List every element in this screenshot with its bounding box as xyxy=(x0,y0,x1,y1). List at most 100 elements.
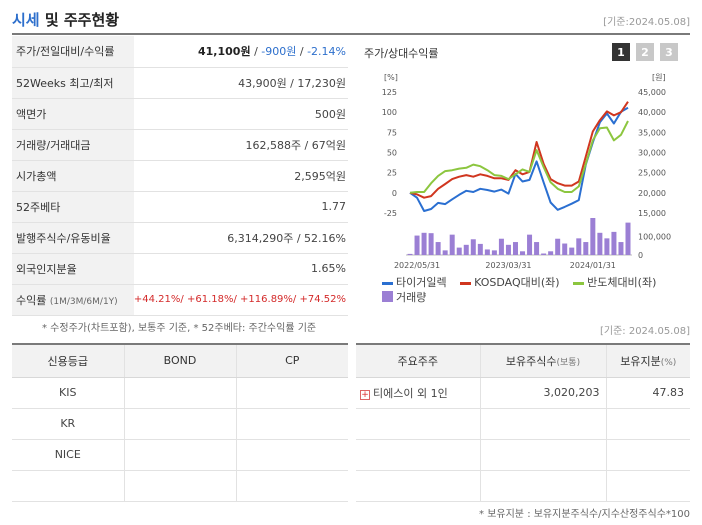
bond-cell xyxy=(123,408,236,440)
right-axis-unit: [원] xyxy=(652,73,666,82)
holder-pct: 47.83 xyxy=(605,377,690,409)
row-label: 액면가 xyxy=(12,98,134,130)
legend-swatch xyxy=(382,281,393,285)
column-header-unit: (보통) xyxy=(556,357,581,368)
table-row: 액면가 500원 xyxy=(12,98,348,130)
return-3m: +61.18%/ xyxy=(186,294,237,305)
table-header-row: 주요주주 보유주식수(보통) 보유지분(%) xyxy=(356,344,690,378)
volume-bar xyxy=(456,247,462,255)
credit-rating-table: 신용등급 BOND CP KIS KR NICE xyxy=(12,343,348,502)
table-row: NICE xyxy=(12,439,348,471)
column-header: 보유주식수(보통) xyxy=(479,344,606,378)
volume-bar xyxy=(562,243,568,255)
chart-tab-2[interactable]: 2 xyxy=(636,43,654,61)
series-line xyxy=(409,106,629,212)
column-header: 주요주주 xyxy=(356,344,480,378)
row-value: 500원 xyxy=(133,98,348,130)
volume-tick-label: 100,000 xyxy=(638,233,671,242)
volume-bar xyxy=(569,247,575,255)
agency-cell: KR xyxy=(12,408,124,440)
return-1y: +74.52% xyxy=(299,294,346,305)
right-tick-label: 40,000 xyxy=(638,108,666,117)
chart-tab-3[interactable]: 3 xyxy=(660,43,678,61)
legend-label: 타이거일렉 xyxy=(396,276,447,289)
cp-cell xyxy=(235,470,348,502)
legend-label: 반도체대비(좌) xyxy=(587,276,657,289)
current-price: 41,100원 xyxy=(198,45,251,59)
left-tick-label: 100 xyxy=(382,108,397,117)
section-header: 시세 및 주주현황 [기준:2024.05.08] xyxy=(12,8,690,32)
right-tick-label: 45,000 xyxy=(638,88,666,97)
bond-cell xyxy=(123,439,236,471)
holder-pct xyxy=(605,439,690,471)
holder-name-cell xyxy=(356,408,480,440)
volume-bar xyxy=(407,253,413,255)
table-row xyxy=(356,439,690,471)
legend-item: 반도체대비(좌) xyxy=(573,275,656,290)
volume-bar xyxy=(590,218,596,255)
x-tick-label: 2022/05/31 xyxy=(394,261,440,270)
left-tick-label: 125 xyxy=(382,88,397,97)
chart-tab-1[interactable]: 1 xyxy=(612,43,630,61)
volume-bar xyxy=(470,239,476,255)
legend-label: KOSDAQ대비(좌) xyxy=(474,276,560,289)
cp-cell xyxy=(235,439,348,471)
table-row xyxy=(356,408,690,440)
holder-shares xyxy=(479,470,606,502)
legend-swatch xyxy=(382,291,393,302)
table-row: 거래량/거래대금 162,588주 / 67억원 xyxy=(12,129,348,161)
row-label: 거래량/거래대금 xyxy=(12,129,134,161)
holder-shares xyxy=(479,439,606,471)
column-header: CP xyxy=(235,344,348,378)
x-tick-label: 2023/03/31 xyxy=(485,261,531,270)
row-value: 6,314,290주 / 52.16% xyxy=(133,222,348,254)
table-row[interactable]: + 티에스이 외 1인 3,020,203 47.83 xyxy=(356,377,690,409)
volume-bar xyxy=(449,234,455,255)
table-row: 52주베타 1.77 xyxy=(12,191,348,223)
holder-name-cell xyxy=(356,439,480,471)
series-line xyxy=(409,101,629,199)
as-of-date: [기준:2024.05.08] xyxy=(603,17,690,28)
holder-shares: 3,020,203 xyxy=(479,377,606,409)
table-row xyxy=(356,470,690,502)
volume-bar xyxy=(597,232,603,255)
expand-plus-icon[interactable]: + xyxy=(360,389,370,400)
holder-name-cell[interactable]: + 티에스이 외 1인 xyxy=(356,377,480,409)
table-row: 수익률 (1M/3M/6M/1Y) +44.21%/ +61.18%/ +116… xyxy=(12,284,348,316)
price-change-pct: -2.14% xyxy=(307,45,346,59)
volume-bar xyxy=(428,233,434,255)
separator: / xyxy=(250,45,262,59)
column-header-unit: (%) xyxy=(660,357,677,368)
table-header-row: 신용등급 BOND CP xyxy=(12,344,348,378)
row-value: 2,595억원 xyxy=(133,160,348,192)
right-tick-label: 20,000 xyxy=(638,189,666,198)
table-row: 시가총액 2,595억원 xyxy=(12,160,348,192)
volume-bar xyxy=(604,238,610,255)
volume-bar xyxy=(611,231,617,255)
separator: / xyxy=(296,45,308,59)
legend-item: 거래량 xyxy=(382,290,426,305)
column-header: 신용등급 xyxy=(12,344,124,378)
holder-footnote: * 보유지분 : 보유지분주식수/지수산정주식수*100 xyxy=(479,509,690,520)
left-axis-unit: [%] xyxy=(384,73,398,82)
return-1m: +44.21%/ xyxy=(133,294,184,305)
right-tick-label: 30,000 xyxy=(638,149,666,158)
returns-label: 수익률 xyxy=(16,293,47,307)
legend-item: 타이거일렉 xyxy=(382,275,447,290)
price-value: 41,100원 / -900원 / -2.14% xyxy=(133,36,348,68)
holder-shares xyxy=(479,408,606,440)
section-title: 시세 및 주주현황 xyxy=(12,9,119,30)
right-tick-label: 35,000 xyxy=(638,128,666,137)
holder-pct xyxy=(605,408,690,440)
row-label: 52Weeks 최고/최저 xyxy=(12,67,134,99)
volume-bar xyxy=(512,242,518,255)
agency-cell xyxy=(12,470,124,502)
volume-bar xyxy=(520,251,526,255)
row-label: 외국인지분율 xyxy=(12,253,134,285)
table-row: 주가/전일대비/수익률 41,100원 / -900원 / -2.14% xyxy=(12,36,348,68)
legend-swatch xyxy=(573,281,585,285)
bond-cell xyxy=(123,377,236,409)
chart-title: 주가/상대수익률 xyxy=(364,47,439,60)
holder-name: 티에스이 외 1인 xyxy=(373,386,448,400)
volume-bar xyxy=(583,242,589,255)
